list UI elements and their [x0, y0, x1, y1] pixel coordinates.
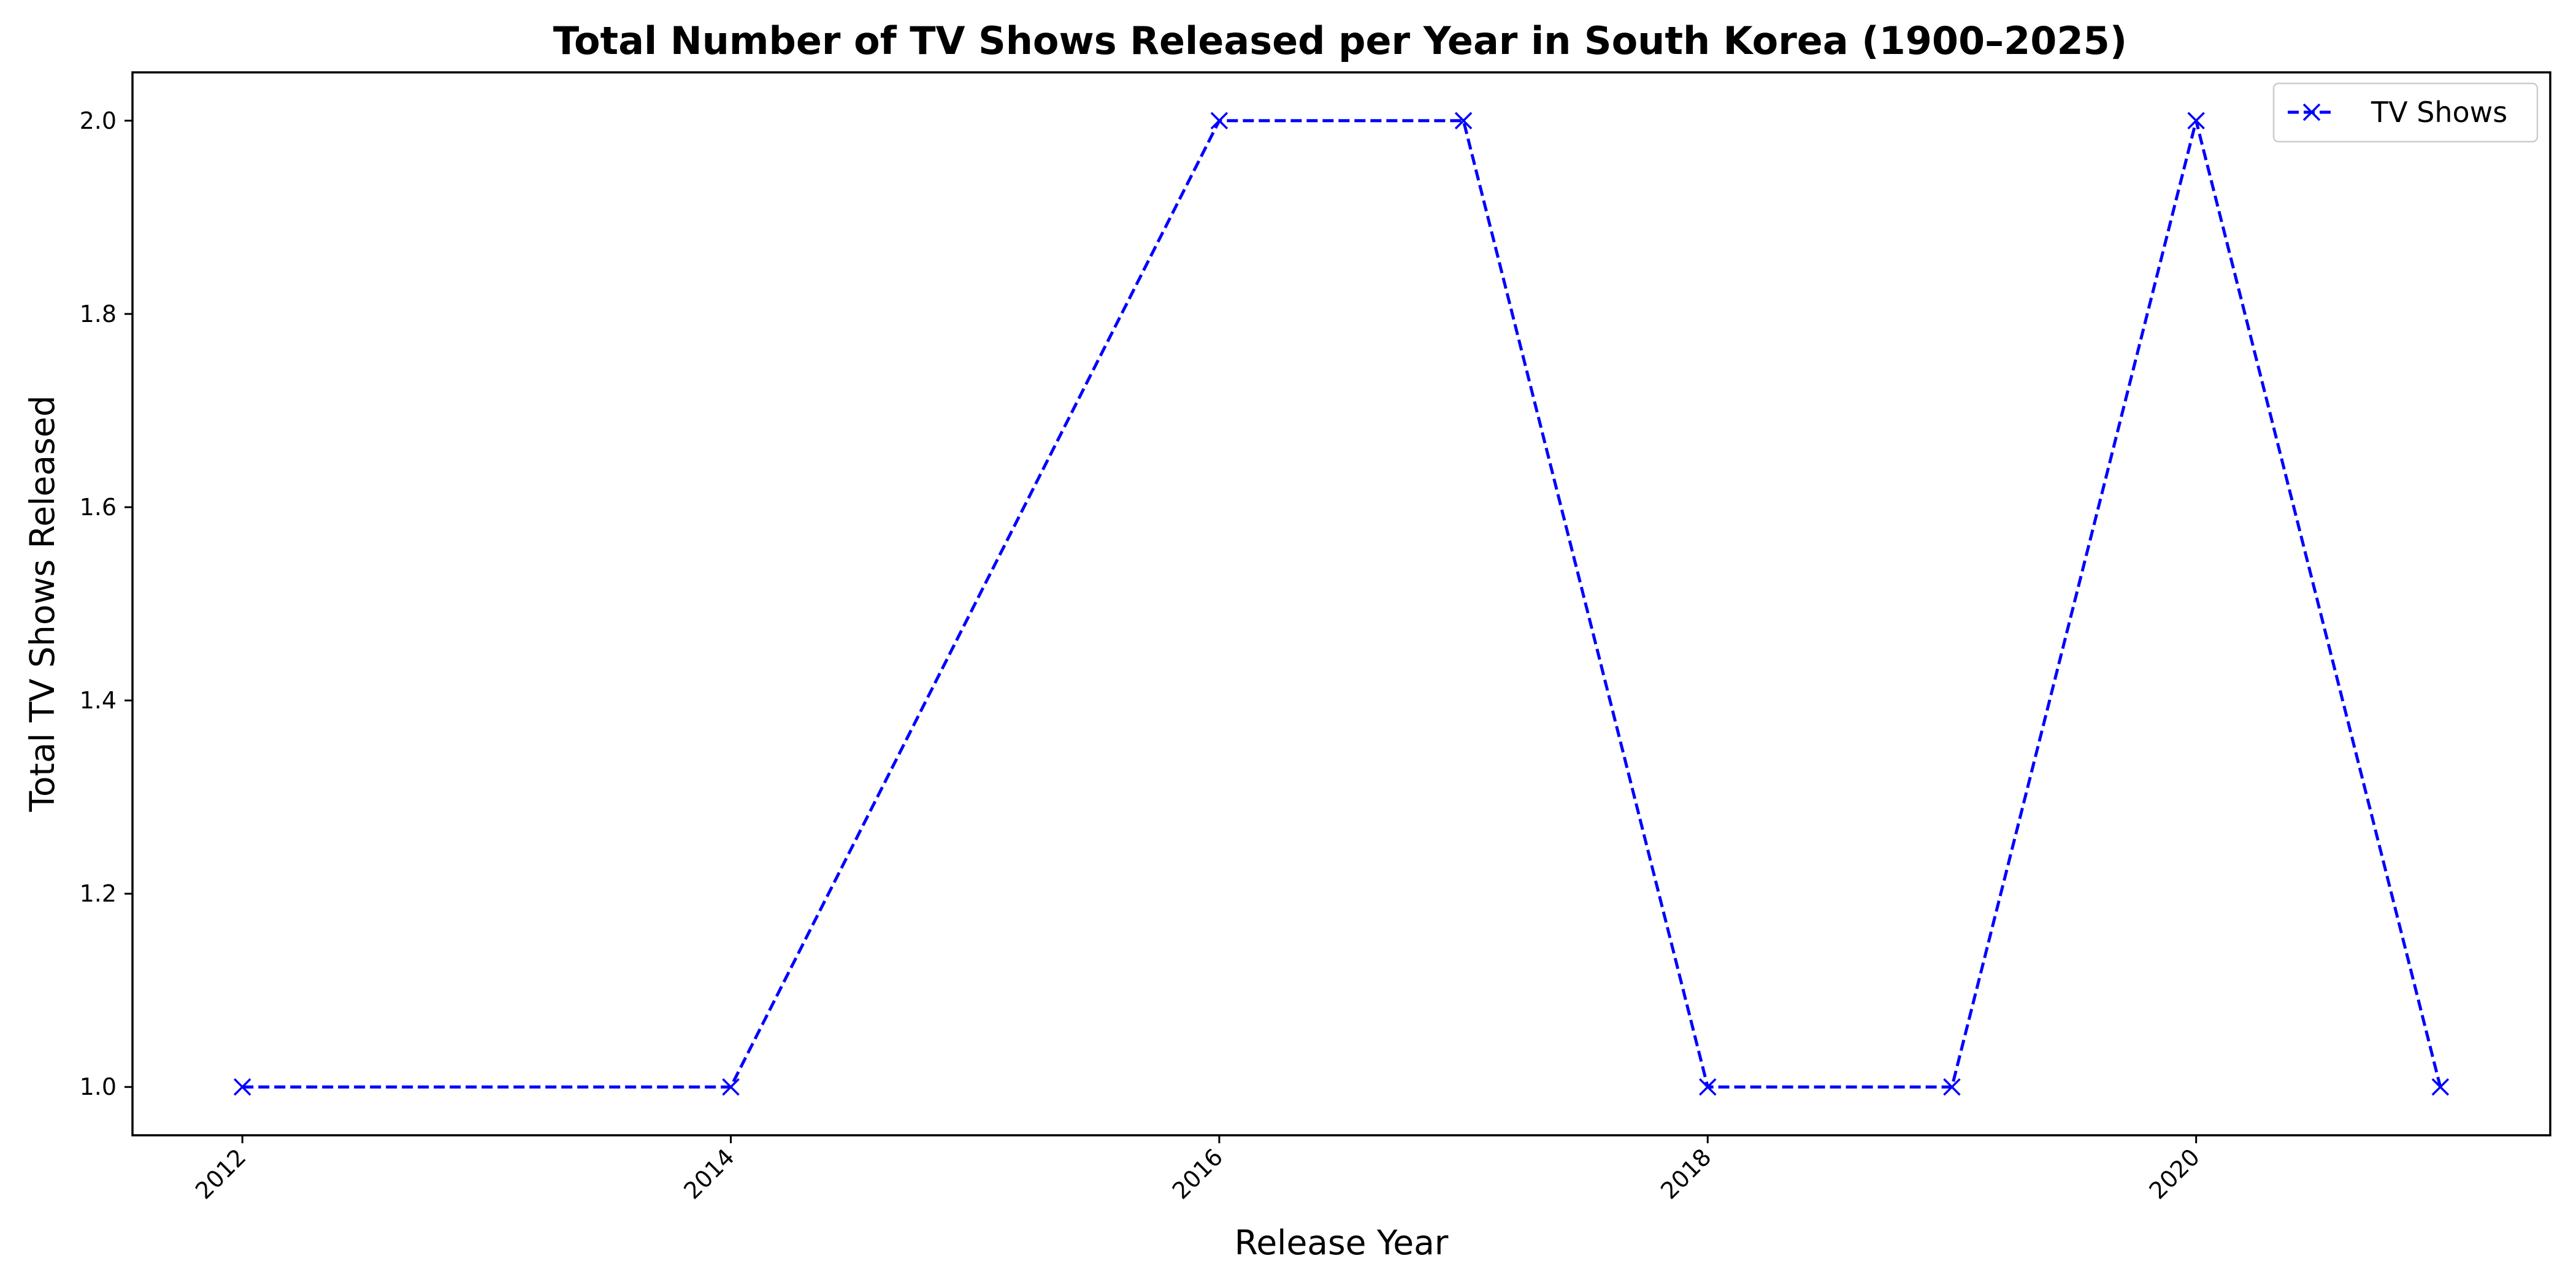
data-point-marker [1699, 1078, 1717, 1096]
legend: TV Shows [2272, 82, 2539, 143]
y-axis-label: Total TV Shows Released [23, 396, 62, 813]
plot-frame [131, 71, 2551, 1137]
marker-stroke [233, 1078, 251, 1096]
data-point-marker [2302, 103, 2321, 121]
marker-stroke [1699, 1078, 1717, 1096]
y-tick-label: 1.4 [80, 687, 117, 714]
data-point-marker [2187, 112, 2205, 130]
y-tick-label: 1.2 [80, 880, 117, 907]
y-tick-label: 1.6 [80, 494, 117, 521]
legend-box [2272, 82, 2539, 143]
marker-stroke [2431, 1078, 2450, 1096]
y-tick-label: 2.0 [80, 107, 117, 134]
legend-marker-x [2302, 103, 2321, 121]
y-tick-label: 1.0 [80, 1073, 117, 1100]
marker-stroke [2187, 112, 2205, 130]
x-axis-label: Release Year [1235, 1223, 1449, 1262]
data-point-marker [1943, 1078, 1961, 1096]
marker-stroke [1454, 112, 1473, 130]
marker-stroke [722, 1078, 740, 1096]
y-tick-label: 1.8 [80, 301, 117, 328]
legend-label: TV Shows [2371, 96, 2507, 129]
marker-stroke [1210, 112, 1229, 130]
data-point-marker [1454, 112, 1473, 130]
data-point-marker [1210, 112, 1229, 130]
data-point-marker [722, 1078, 740, 1096]
chart-title: Total Number of TV Shows Released per Ye… [553, 18, 2127, 63]
series-line [242, 119, 2442, 1089]
marker-stroke [2302, 103, 2321, 121]
data-point-marker [233, 1078, 251, 1096]
marker-stroke [1943, 1078, 1961, 1096]
series-layer [233, 112, 2450, 1096]
data-point-marker [2431, 1078, 2450, 1096]
y-axis: 1.0 1.2 1.4 1.6 1.8 2.0 [80, 107, 132, 1100]
